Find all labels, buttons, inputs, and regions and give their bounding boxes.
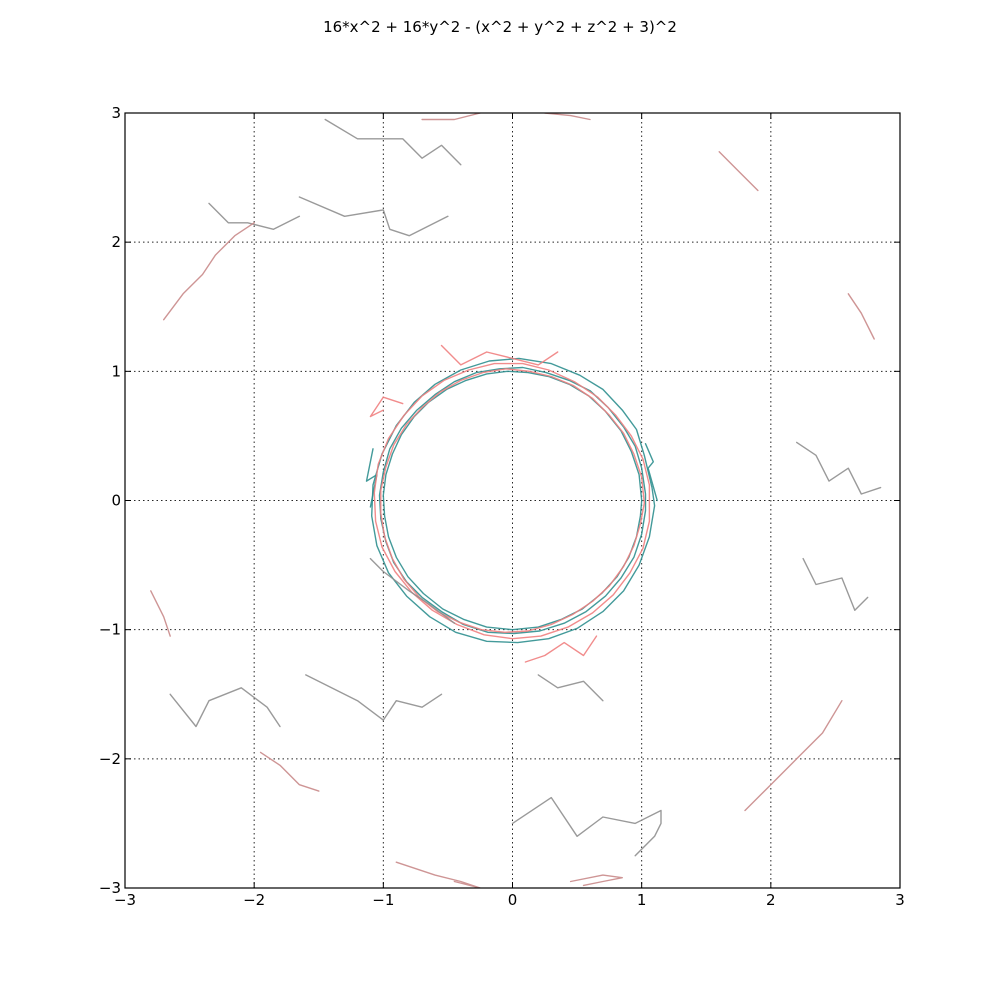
series-segment <box>298 196 449 237</box>
x-tick-label: −3 <box>114 891 136 909</box>
series-segment <box>324 118 462 166</box>
series-segment <box>524 635 598 663</box>
y-tick-label: −1 <box>99 621 121 639</box>
plot-series <box>150 113 882 888</box>
chart-title: 16*x^2 + 16*y^2 - (x^2 + y^2 + z^2 + 3)^… <box>323 18 677 36</box>
series-segment <box>380 368 645 633</box>
y-tick-label: 3 <box>111 104 121 122</box>
series-4 <box>150 113 875 888</box>
series-segment <box>537 674 604 702</box>
axis-ticks: −3 −2 −1 0 1 2 3 −3 −2 −1 0 1 2 3 <box>99 104 905 909</box>
y-tick-label: 2 <box>111 233 121 251</box>
series-segment <box>718 151 759 192</box>
series-segment <box>162 222 255 321</box>
series-segment <box>421 113 481 121</box>
x-tick-label: 1 <box>637 891 647 909</box>
x-tick-label: −2 <box>243 891 265 909</box>
series-segment <box>305 674 443 721</box>
series-segment <box>369 557 456 624</box>
series-2 <box>369 344 651 663</box>
series-segment <box>796 441 882 495</box>
series-segment <box>847 293 875 340</box>
series-segment <box>259 751 320 792</box>
x-tick-label: 3 <box>895 891 905 909</box>
series-segment <box>369 396 404 418</box>
series-segment <box>208 202 301 231</box>
series-segment <box>371 357 656 644</box>
series-segment <box>150 590 171 637</box>
y-tick-label: 1 <box>111 362 121 380</box>
series-segment <box>544 113 591 121</box>
y-tick-label: −3 <box>99 879 121 897</box>
series-segment <box>365 448 378 508</box>
x-tick-label: 0 <box>508 891 518 909</box>
y-tick-label: 0 <box>111 492 121 510</box>
x-tick-label: −1 <box>372 891 394 909</box>
series-segment <box>511 796 662 857</box>
series-segment <box>569 874 623 887</box>
series-segment <box>169 687 281 728</box>
x-tick-label: 2 <box>766 891 776 909</box>
series-segment <box>744 700 843 812</box>
y-tick-label: −2 <box>99 750 121 768</box>
series-segment <box>440 344 559 366</box>
series-segment <box>395 861 481 888</box>
series-1 <box>365 357 658 644</box>
series-segment <box>373 362 651 640</box>
series-segment <box>644 443 658 502</box>
series-segment <box>802 557 869 611</box>
series-3 <box>169 118 882 857</box>
